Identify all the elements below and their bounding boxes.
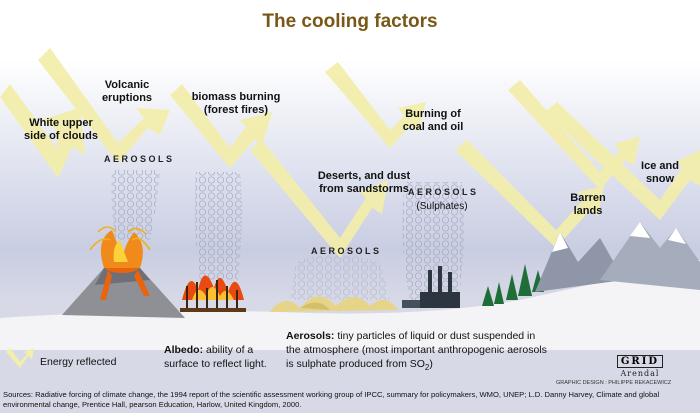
legend-energy-reflected: Energy reflected <box>40 356 117 368</box>
legend-albedo: Albedo: ability of a surface to reflect … <box>164 343 284 371</box>
aerosol-column-sulphates <box>402 182 465 300</box>
aerosols-term: Aerosols: <box>286 330 335 342</box>
sources-note: Sources: Radiative forcing of climate ch… <box>3 390 660 409</box>
label-ice-snow: Ice and snow <box>641 160 679 185</box>
label-clouds: White upper side of clouds <box>24 117 98 142</box>
reflected-energy-arrow-icon <box>170 84 272 168</box>
label-coal-oil: Burning of coal and oil <box>402 108 464 133</box>
label-volcanic-eruptions: Volcanic eruptions <box>101 79 153 104</box>
sand-dune-icon <box>270 296 398 312</box>
reflected-energy-arrow-icon <box>325 62 426 148</box>
aerosols-definition-3: is sulphate produced from SO2) <box>286 358 433 373</box>
aerosols-label-volcanic: AEROSOLS <box>104 154 175 164</box>
albedo-definition-2: surface to reflect light. <box>164 358 267 370</box>
reflected-energy-arrow-icon <box>545 102 700 220</box>
aerosols-label-sulphates: AEROSOLS <box>408 187 479 197</box>
albedo-term: Albedo: <box>164 344 204 356</box>
reflected-energy-arrow-icon <box>38 48 170 163</box>
reflected-energy-arrow-icon <box>250 140 388 258</box>
diagram-title: The cooling factors <box>262 11 438 32</box>
legend-aerosols: Aerosols: tiny particles of liquid or du… <box>286 329 586 375</box>
reflected-energy-arrow-icon <box>6 348 34 368</box>
grid-logo-sub: Arendal <box>620 369 660 378</box>
aerosol-columns <box>111 170 465 300</box>
label-biomass-burning: biomass burning (forest fires) <box>191 91 281 116</box>
label-barren-lands: Barren lands <box>570 192 606 217</box>
reflected-energy-arrows <box>0 48 700 258</box>
grid-logo-name: GRID <box>616 355 664 368</box>
aerosols-definition-1: tiny particles of liquid or dust suspend… <box>334 330 536 342</box>
aerosol-column-biomass <box>194 172 242 280</box>
aerosol-column-volcanic <box>111 170 160 240</box>
aerosols-label-deserts: AEROSOLS <box>311 246 382 256</box>
albedo-definition-1: ability of a <box>203 344 254 356</box>
reflected-energy-arrow-icon <box>0 84 85 178</box>
label-deserts-dust: Deserts, and dust from sandstorms <box>317 170 411 195</box>
aerosol-haze-deserts <box>290 255 390 300</box>
reflected-energy-arrow-icon <box>508 80 640 190</box>
sulphates-label: (Sulphates) <box>416 201 468 212</box>
ground <box>0 260 700 350</box>
aerosols-definition-2: the atmosphere (most important anthropog… <box>286 344 547 356</box>
factory-icon <box>402 266 460 308</box>
volcano-icon <box>62 226 185 318</box>
graphic-design-credit: GRAPHIC DESIGN : PHILIPPE REKACEWICZ <box>556 380 672 386</box>
reflected-energy-arrow-icon <box>455 140 604 248</box>
forest-fire-icon <box>180 275 246 312</box>
mountain-icon <box>535 222 700 292</box>
grid-arendal-logo: GRID Arendal <box>611 351 669 378</box>
